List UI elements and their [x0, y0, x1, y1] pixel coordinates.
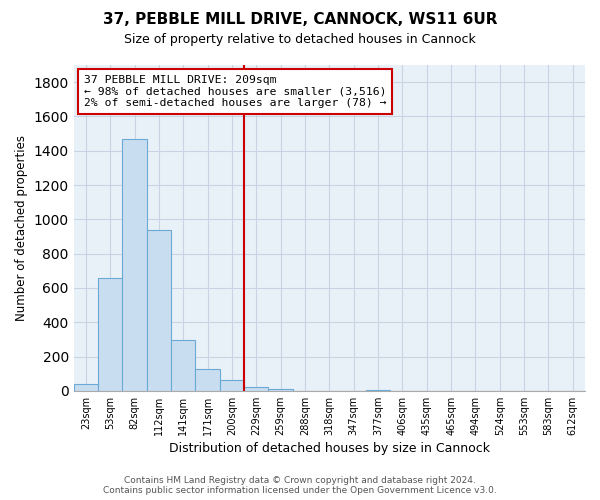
Text: Size of property relative to detached houses in Cannock: Size of property relative to detached ho…	[124, 32, 476, 46]
Bar	[196, 368, 220, 391]
Bar	[98, 278, 122, 391]
Bar	[366, 390, 390, 391]
Y-axis label: Number of detached properties: Number of detached properties	[15, 135, 28, 321]
Bar	[147, 230, 171, 391]
Bar	[220, 380, 244, 391]
Bar	[74, 384, 98, 391]
Text: 37 PEBBLE MILL DRIVE: 209sqm
← 98% of detached houses are smaller (3,516)
2% of : 37 PEBBLE MILL DRIVE: 209sqm ← 98% of de…	[84, 75, 386, 108]
Text: Contains HM Land Registry data © Crown copyright and database right 2024.
Contai: Contains HM Land Registry data © Crown c…	[103, 476, 497, 495]
Bar	[171, 340, 196, 391]
Text: 37, PEBBLE MILL DRIVE, CANNOCK, WS11 6UR: 37, PEBBLE MILL DRIVE, CANNOCK, WS11 6UR	[103, 12, 497, 28]
Bar	[244, 386, 268, 391]
X-axis label: Distribution of detached houses by size in Cannock: Distribution of detached houses by size …	[169, 442, 490, 455]
Bar	[268, 389, 293, 391]
Bar	[122, 138, 147, 391]
